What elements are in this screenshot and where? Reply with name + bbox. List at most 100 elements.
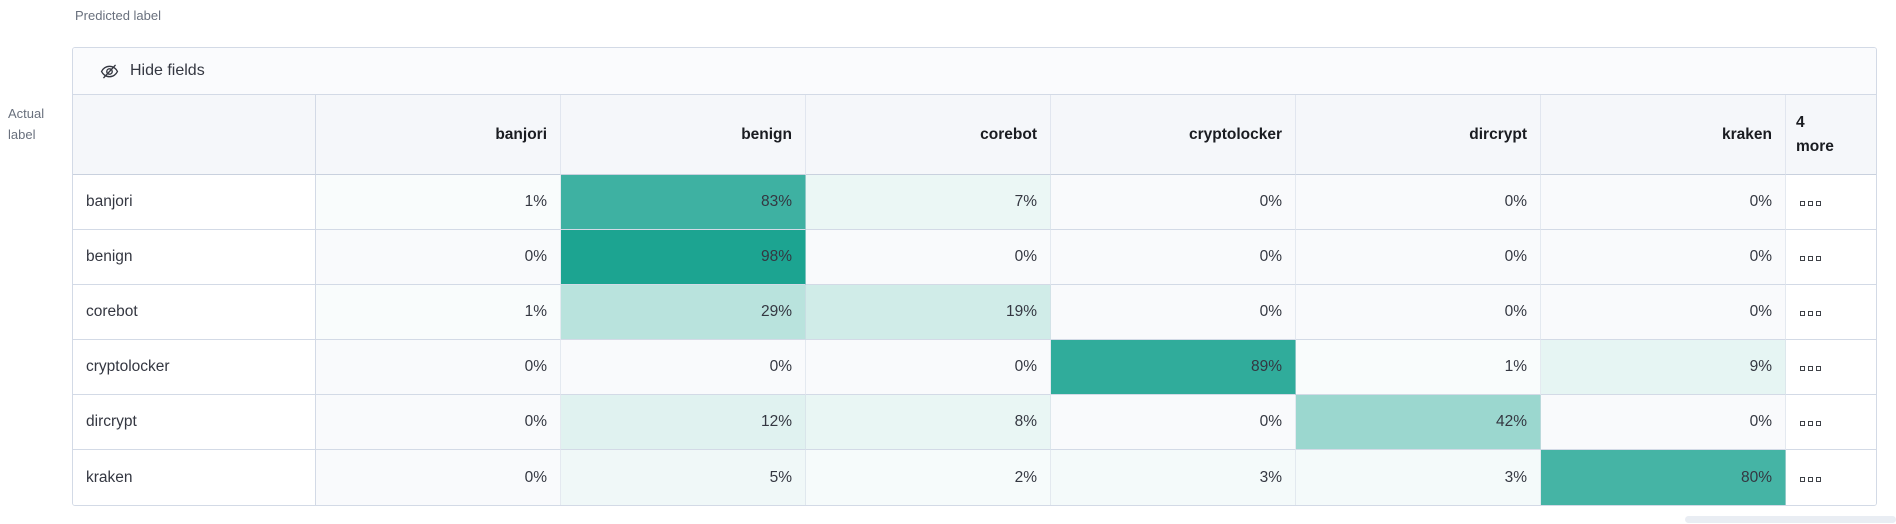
hide-fields-label: Hide fields [130,62,205,79]
actual-axis-label-line1: Actual [8,106,45,121]
cell-kraken-benign: 5% [561,450,806,505]
box-glyph [1808,476,1813,482]
cell-cryptolocker-banjori: 0% [316,340,561,395]
column-header-corebot[interactable]: corebot [806,95,1051,175]
cell-benign-benign: 98% [561,230,806,285]
boxes-horizontal-icon[interactable] [1798,252,1823,265]
cell-benign-dircrypt: 0% [1296,230,1541,285]
box-glyph [1816,366,1821,371]
cell-banjori-cryptolocker: 0% [1051,175,1296,230]
cell-dircrypt-corebot: 8% [806,395,1051,450]
column-header-more[interactable]: 4 more [1786,95,1876,175]
actual-axis-label: Actual label [8,104,44,146]
predicted-axis-label: Predicted label [75,8,161,23]
cell-benign-cryptolocker: 0% [1051,230,1296,285]
row-label-benign: benign [73,230,316,285]
column-header-dircrypt[interactable]: dircrypt [1296,95,1541,175]
box-glyph [1816,256,1821,261]
box-glyph [1808,201,1813,206]
column-header-kraken[interactable]: kraken [1541,95,1786,175]
cell-benign-banjori: 0% [316,230,561,285]
actual-axis-label-line2: label [8,126,36,142]
boxes-horizontal-icon[interactable] [1798,362,1823,375]
row-more-cell [1786,395,1876,450]
cell-kraken-dircrypt: 3% [1296,450,1541,505]
box-glyph [1800,256,1805,261]
cell-kraken-banjori: 0% [316,450,561,505]
table-row: cryptolocker 0% 0% 0% 89% 1% 9% [73,340,1876,395]
box-glyph [1816,311,1821,316]
cell-cryptolocker-corebot: 0% [806,340,1051,395]
cell-corebot-cryptolocker: 0% [1051,285,1296,340]
column-header-benign[interactable]: benign [561,95,806,175]
cell-corebot-dircrypt: 0% [1296,285,1541,340]
box-glyph [1808,311,1813,316]
row-more-cell [1786,175,1876,230]
column-header-banjori[interactable]: banjori [316,95,561,175]
box-glyph [1808,421,1813,426]
cell-benign-corebot: 0% [806,230,1051,285]
row-label-banjori: banjori [73,175,316,230]
cell-banjori-kraken: 0% [1541,175,1786,230]
cell-banjori-banjori: 1% [316,175,561,230]
cell-benign-kraken: 0% [1541,230,1786,285]
box-glyph [1816,476,1821,482]
cell-cryptolocker-kraken: 9% [1541,340,1786,395]
box-glyph [1808,256,1813,261]
box-glyph [1816,421,1821,426]
table-row: dircrypt 0% 12% 8% 0% 42% 0% [73,395,1876,450]
cell-cryptolocker-benign: 0% [561,340,806,395]
table-row: corebot 1% 29% 19% 0% 0% 0% [73,285,1876,340]
boxes-horizontal-icon[interactable] [1798,417,1823,430]
cell-dircrypt-benign: 12% [561,395,806,450]
cell-kraken-corebot: 2% [806,450,1051,505]
table-row: benign 0% 98% 0% 0% 0% 0% [73,230,1876,285]
row-label-dircrypt: dircrypt [73,395,316,450]
boxes-horizontal-icon[interactable] [1798,473,1823,486]
row-more-cell [1786,450,1876,505]
corner-header-cell [73,95,316,175]
cell-banjori-dircrypt: 0% [1296,175,1541,230]
cell-banjori-benign: 83% [561,175,806,230]
cell-corebot-kraken: 0% [1541,285,1786,340]
cell-dircrypt-kraken: 0% [1541,395,1786,450]
eye-closed-icon [100,62,119,81]
row-more-cell [1786,340,1876,395]
cell-dircrypt-banjori: 0% [316,395,561,450]
box-glyph [1800,311,1805,316]
confusion-matrix-panel: Hide fields banjori benign corebot cryptolo… [72,47,1877,506]
confusion-matrix-table: banjori benign corebot cryptolocker dircrypt… [73,95,1876,505]
row-label-corebot: corebot [73,285,316,340]
cell-dircrypt-dircrypt: 42% [1296,395,1541,450]
table-row: kraken 0% 5% 2% 3% 3% 80% [73,450,1876,505]
boxes-horizontal-icon[interactable] [1798,197,1823,210]
box-glyph [1800,366,1805,371]
data-grid-toolbar: Hide fields [73,48,1876,95]
cell-banjori-corebot: 7% [806,175,1051,230]
box-glyph [1808,366,1813,371]
box-glyph [1800,421,1805,426]
row-label-kraken: kraken [73,450,316,505]
cell-cryptolocker-dircrypt: 1% [1296,340,1541,395]
box-glyph [1800,201,1805,206]
boxes-horizontal-icon[interactable] [1798,307,1823,320]
row-more-cell [1786,230,1876,285]
cell-corebot-benign: 29% [561,285,806,340]
cell-kraken-kraken: 80% [1541,450,1786,505]
column-header-cryptolocker[interactable]: cryptolocker [1051,95,1296,175]
horizontal-scrollbar-thumb[interactable] [1685,516,1896,523]
cell-cryptolocker-cryptolocker: 89% [1051,340,1296,395]
row-label-cryptolocker: cryptolocker [73,340,316,395]
hide-fields-button[interactable]: Hide fields [100,62,205,81]
table-row: banjori 1% 83% 7% 0% 0% 0% [73,175,1876,230]
cell-corebot-banjori: 1% [316,285,561,340]
box-glyph [1816,201,1821,206]
box-glyph [1800,476,1805,482]
cell-corebot-corebot: 19% [806,285,1051,340]
more-count: 4 [1796,114,1805,132]
more-label: more [1796,137,1834,155]
cell-dircrypt-cryptolocker: 0% [1051,395,1296,450]
cell-kraken-cryptolocker: 3% [1051,450,1296,505]
row-more-cell [1786,285,1876,340]
